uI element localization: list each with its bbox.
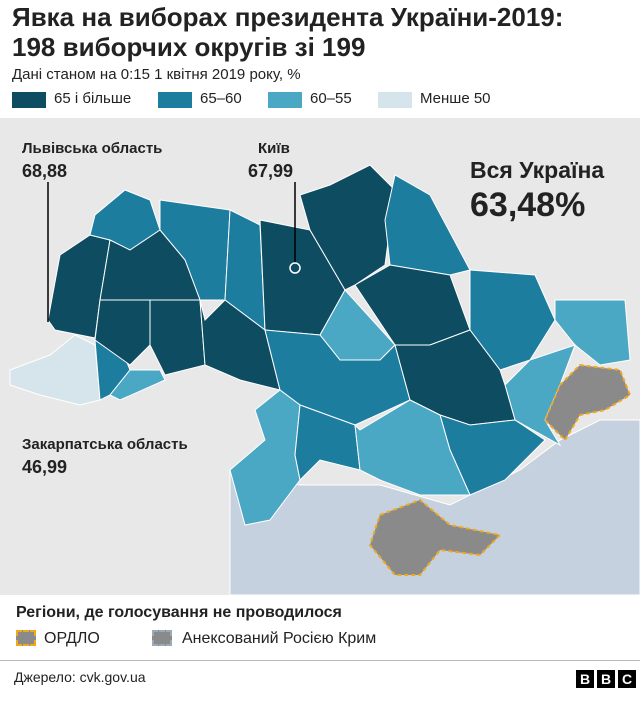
- legend-label: Менше 50: [420, 90, 491, 107]
- annotation-value: 46,99: [22, 457, 68, 477]
- sea: [229, 419, 640, 595]
- legend-label: 60–55: [310, 90, 352, 107]
- title: Явка на виборах президента України-2019:: [12, 2, 564, 32]
- occupied-region: [368, 498, 503, 576]
- legend-label: Анексований Росією Крим: [182, 630, 377, 647]
- region: [354, 399, 471, 496]
- logo-letter: B: [576, 670, 594, 688]
- title: 198 виборчих округів зі 199: [12, 32, 366, 62]
- annotation-value: 68,88: [22, 161, 68, 181]
- legend-swatch: [268, 92, 302, 108]
- occupied-region: [543, 363, 632, 442]
- annotation-value: 67,99: [248, 161, 294, 181]
- annotation-label: Київ: [258, 140, 290, 157]
- legend-label: 65–60: [200, 90, 242, 107]
- annotation-label: Львівська область: [22, 140, 163, 157]
- legend-swatch: [378, 92, 412, 108]
- legend-swatch: [12, 92, 46, 108]
- kyiv-city: [289, 262, 301, 274]
- region: [109, 369, 166, 401]
- legend-label: ОРДЛО: [44, 630, 100, 647]
- total-value: 63,48%: [470, 186, 586, 224]
- legend-swatch: [16, 630, 36, 646]
- divider: [0, 660, 640, 661]
- region: [299, 164, 396, 291]
- source: Джерело: cvk.gov.ua: [14, 669, 146, 685]
- annotation-label: Закарпатська область: [22, 436, 188, 453]
- regions-title: Регіони, де голосування не проводилося: [16, 604, 342, 621]
- region: [554, 299, 631, 366]
- map: [0, 118, 640, 595]
- region: [229, 389, 301, 526]
- legend-label: 65 і більше: [54, 90, 132, 107]
- legend-swatch: [152, 630, 172, 646]
- legend-swatch: [158, 92, 192, 108]
- logo-letter: B: [597, 670, 615, 688]
- total-label: Вся Україна: [470, 157, 605, 183]
- region: [199, 299, 281, 391]
- logo-letter: C: [618, 670, 636, 688]
- subtitle: Дані станом на 0:15 1 квітня 2019 року, …: [12, 66, 301, 83]
